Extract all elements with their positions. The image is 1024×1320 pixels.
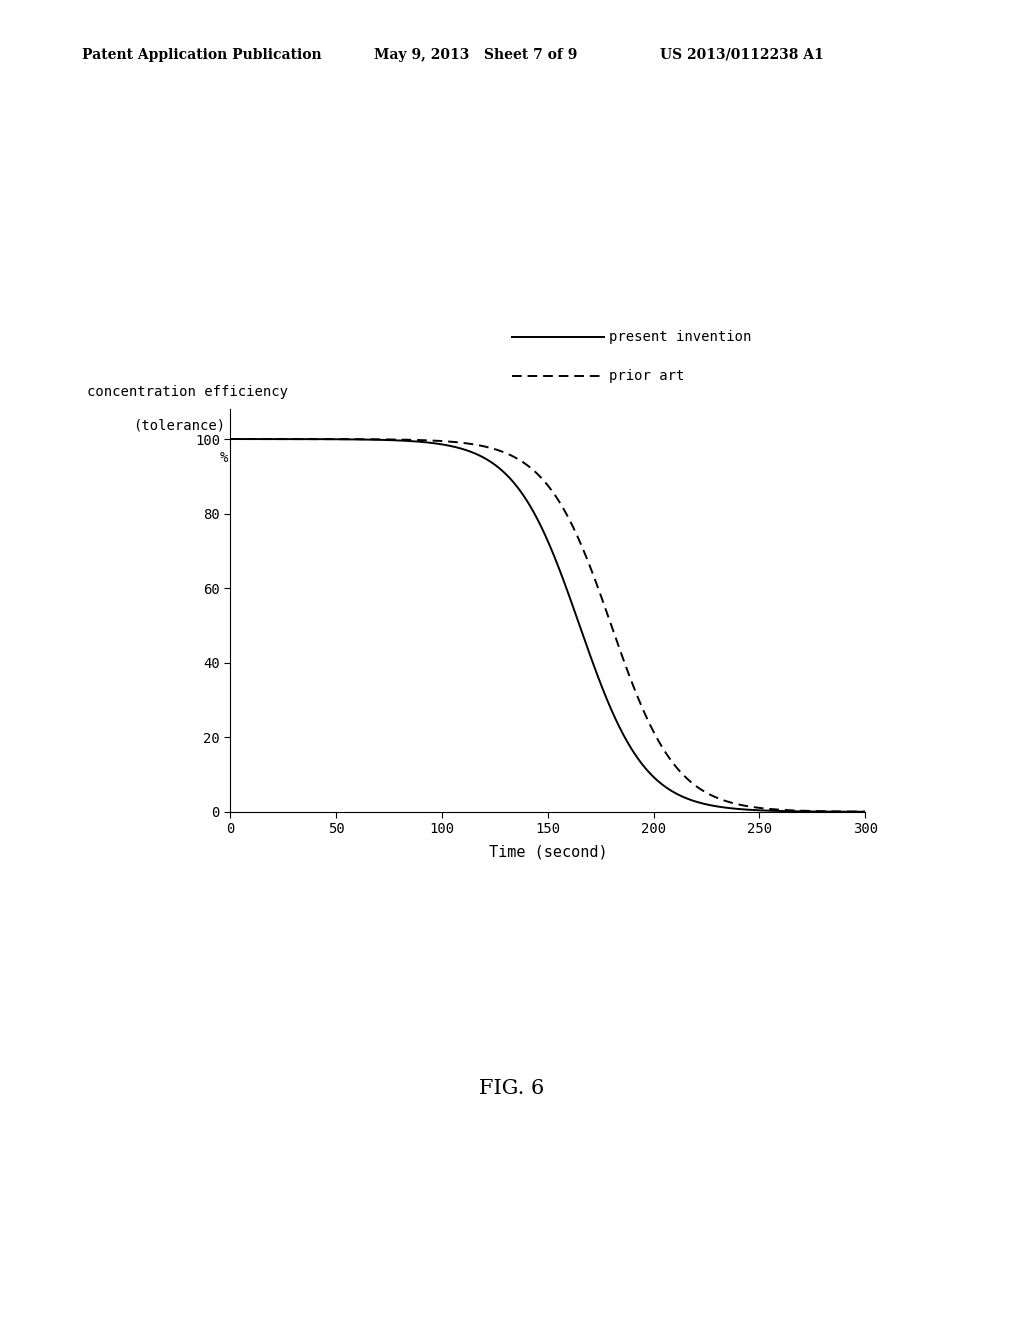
Text: US 2013/0112238 A1: US 2013/0112238 A1 <box>660 48 824 62</box>
Text: %: % <box>220 450 228 465</box>
Text: (tolerance): (tolerance) <box>133 418 225 433</box>
Text: Patent Application Publication: Patent Application Publication <box>82 48 322 62</box>
Text: prior art: prior art <box>609 370 685 383</box>
Text: May 9, 2013   Sheet 7 of 9: May 9, 2013 Sheet 7 of 9 <box>374 48 578 62</box>
Text: FIG. 6: FIG. 6 <box>479 1080 545 1098</box>
X-axis label: Time (second): Time (second) <box>488 845 607 859</box>
Text: present invention: present invention <box>609 330 752 343</box>
Text: concentration efficiency: concentration efficiency <box>87 384 288 399</box>
